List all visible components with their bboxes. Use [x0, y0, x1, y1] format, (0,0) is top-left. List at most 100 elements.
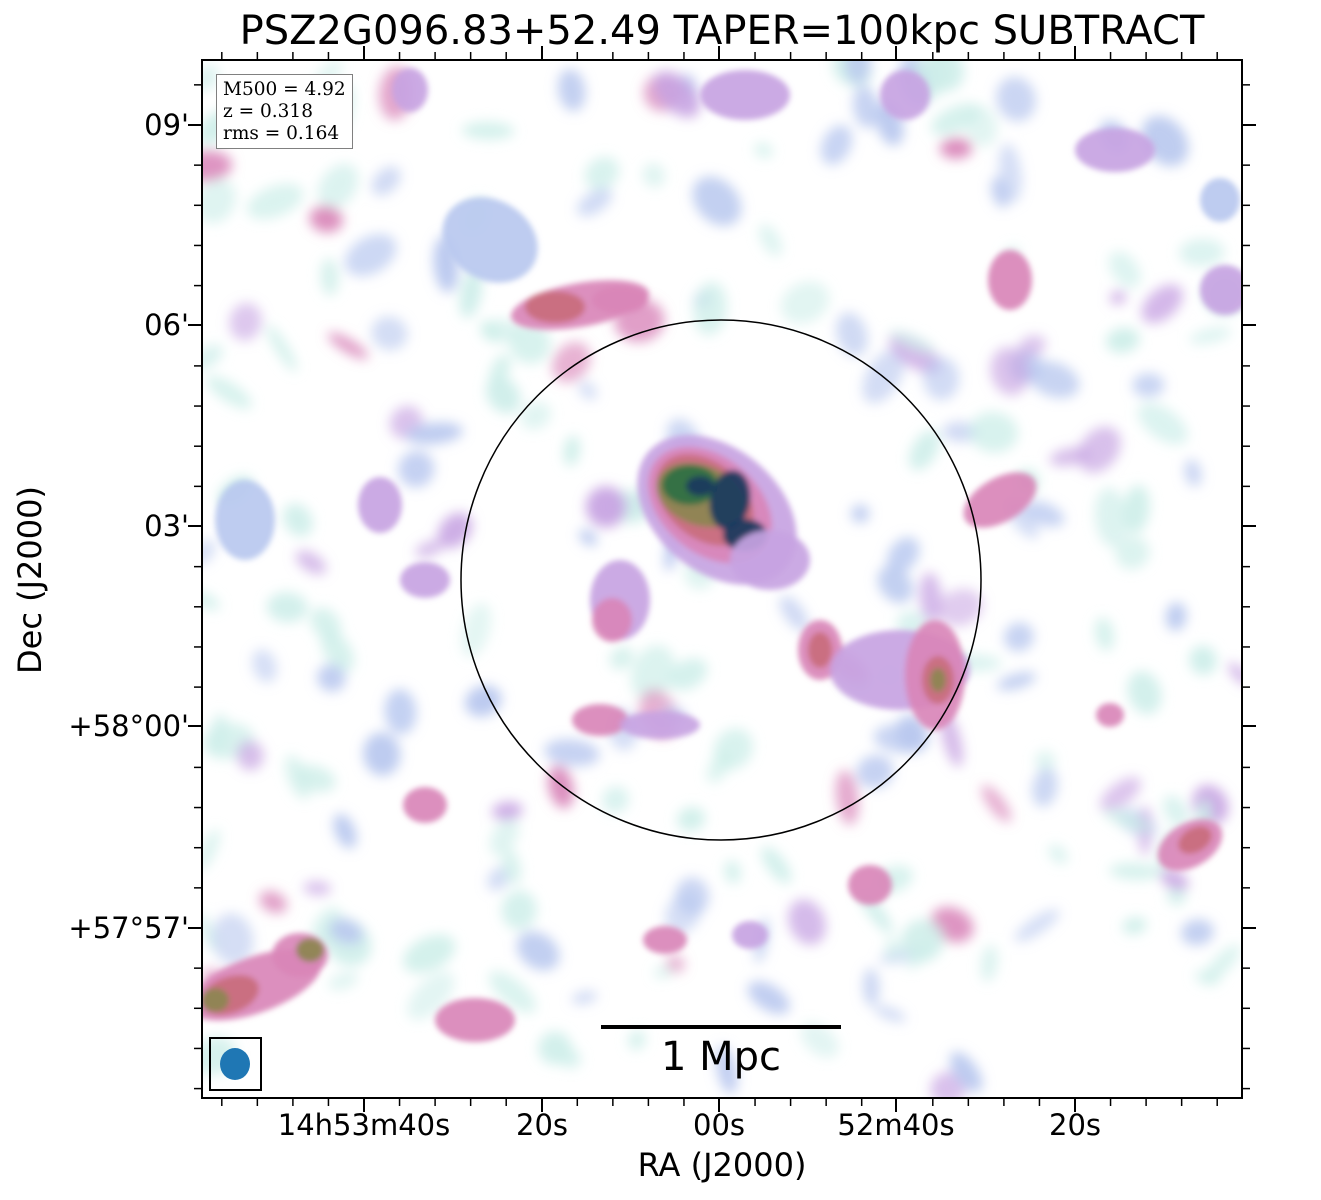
noise-blob [1184, 459, 1202, 487]
noise-blob [1106, 327, 1140, 353]
emission-blob [709, 470, 751, 530]
noise-blob [578, 381, 598, 400]
noise-blob [202, 178, 236, 224]
noise-blob [1094, 487, 1128, 548]
emission-blob [808, 632, 832, 668]
emission-blob [643, 926, 687, 954]
x-tick-label: 20s [515, 1108, 569, 1142]
noise-blob [900, 919, 945, 963]
noise-blob [889, 330, 936, 354]
emission-blob [592, 598, 632, 642]
noise-blob [577, 188, 613, 217]
noise-blob [294, 765, 336, 793]
x-tick-label: 52m40s [837, 1108, 955, 1142]
emission-blob [1096, 703, 1124, 727]
noise-blob [259, 890, 288, 914]
noise-blob [862, 968, 880, 1007]
noise-blob [836, 312, 868, 357]
emission-blob [1075, 128, 1155, 172]
noise-blob [407, 971, 455, 1020]
emission-blob [620, 711, 700, 739]
noise-blob [202, 344, 223, 370]
noise-blob [788, 899, 826, 945]
noise-blob [716, 1045, 738, 1095]
noise-blob [327, 332, 369, 360]
noise-blob [405, 422, 463, 445]
noise-blob [295, 550, 327, 575]
noise-blob [1180, 919, 1214, 946]
noise-blob [480, 320, 501, 342]
noise-blob [516, 931, 560, 971]
noise-blob [653, 71, 701, 118]
noise-blob [1122, 917, 1147, 935]
emission-blob [930, 668, 946, 692]
noise-blob [1137, 402, 1188, 445]
emission-blob [400, 562, 450, 598]
noise-blob [563, 435, 580, 466]
noise-blob [333, 813, 357, 849]
noise-blob [1165, 602, 1187, 631]
emission-blob [392, 68, 428, 112]
noise-blob [1122, 485, 1150, 534]
x-tick-label: 20s [1048, 1108, 1102, 1142]
emission-blob [1200, 265, 1242, 315]
noise-blob [415, 540, 444, 558]
emission-blob [732, 921, 768, 949]
emission-blob [880, 70, 930, 120]
noise-blob [579, 529, 598, 546]
noise-blob [665, 954, 686, 973]
emission-blob [572, 704, 628, 736]
noise-blob [459, 269, 483, 318]
radio-emission-map [202, 60, 1242, 1098]
noise-blob [850, 504, 870, 523]
emission-blob [730, 530, 810, 590]
noise-blob [544, 738, 600, 767]
noise-blob [461, 121, 515, 140]
noise-blob [907, 940, 934, 970]
noise-blob [371, 316, 408, 351]
noise-blob [874, 1005, 906, 1023]
noise-blob [820, 124, 853, 165]
m500-text: M500 = 4.92 [223, 79, 346, 100]
emission-blob [403, 787, 447, 823]
noise-blob [990, 347, 1030, 396]
noise-blob [571, 991, 598, 1005]
emission-blob [358, 477, 402, 533]
rms-text: rms = 0.164 [223, 123, 340, 144]
y-tick-label: 06' [144, 308, 189, 342]
noise-blob [538, 1031, 572, 1065]
noise-blob [895, 714, 928, 753]
noise-blob [693, 281, 728, 336]
noise-blob [885, 937, 900, 961]
noise-blob [252, 649, 277, 683]
noise-blob [996, 672, 1037, 691]
noise-blob [464, 685, 502, 717]
noise-blob [602, 786, 629, 813]
noise-blob [965, 105, 998, 147]
noise-blob [1099, 776, 1142, 812]
noise-blob [677, 807, 706, 832]
noise-blob [706, 750, 732, 783]
noise-blob [1077, 426, 1121, 473]
noise-blob [502, 849, 522, 885]
noise-blob [209, 713, 229, 756]
noise-blob [509, 322, 551, 364]
redshift-text: z = 0.318 [223, 101, 313, 122]
emission-blob [215, 480, 275, 560]
noise-blob [1103, 809, 1153, 832]
noise-blob [585, 486, 627, 528]
noise-blob [309, 205, 343, 233]
noise-blob [844, 60, 872, 84]
y-tick-label: +58°00' [68, 709, 189, 743]
noise-blob [1018, 335, 1046, 358]
noise-blob [1179, 238, 1225, 267]
noise-blob [1163, 795, 1189, 827]
noise-blob [909, 430, 940, 471]
noise-blob [981, 784, 1012, 823]
noise-blob [1115, 536, 1150, 570]
noise-blob [642, 163, 666, 188]
cluster-info-box: M500 = 4.92 z = 0.318 rms = 0.164 [216, 74, 353, 149]
noise-blob [1160, 869, 1189, 891]
noise-blob [758, 224, 783, 257]
noise-blob [303, 880, 332, 896]
